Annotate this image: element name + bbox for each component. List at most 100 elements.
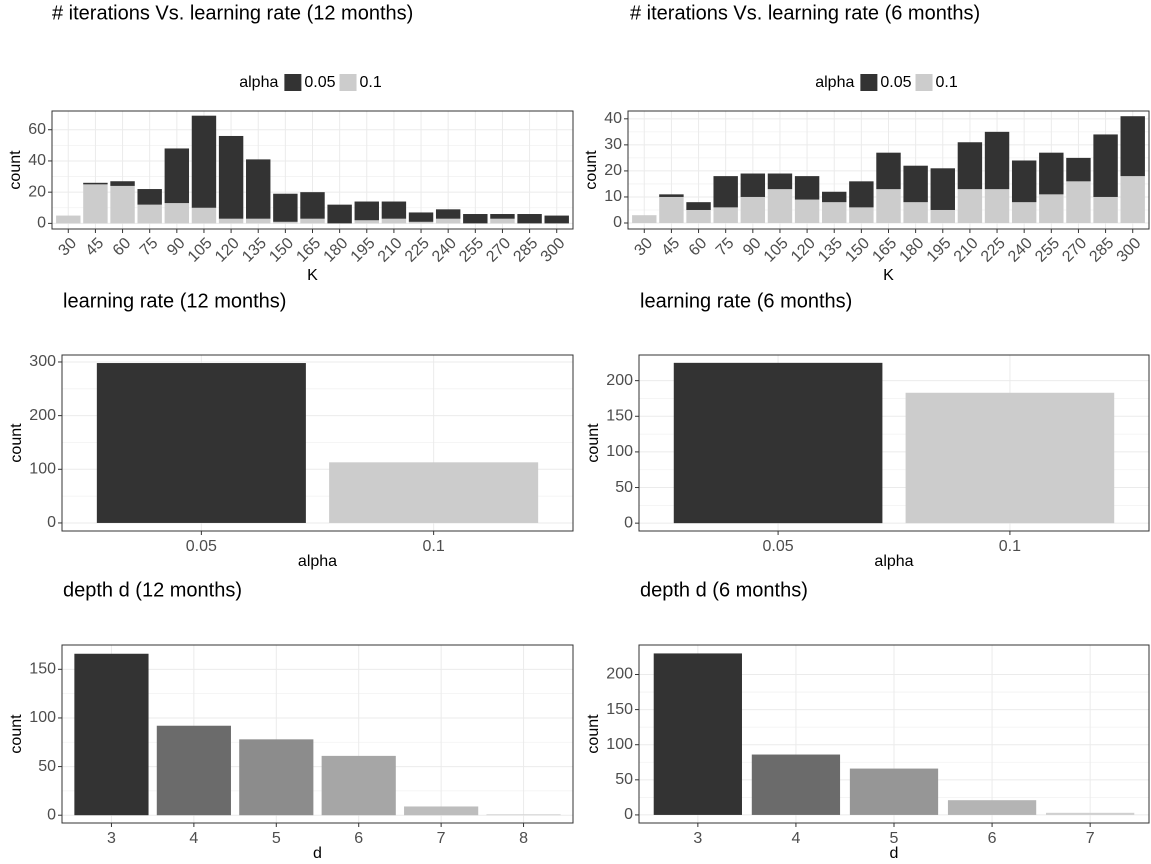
legend-swatch <box>860 74 878 91</box>
bar <box>947 800 1037 815</box>
y-tick-label: 0 <box>613 214 622 231</box>
bar-segment <box>1011 202 1037 224</box>
plot-border <box>61 354 574 532</box>
y-tick-label: 40 <box>28 152 46 169</box>
bar-segment <box>164 203 190 224</box>
x-tick-label: 0.05 <box>763 538 794 555</box>
y-axis-title: count <box>585 714 602 754</box>
bar-segment <box>767 173 793 190</box>
plot-border <box>61 644 574 824</box>
bar-segment <box>686 209 711 224</box>
x-tick-label: 255 <box>1032 235 1063 266</box>
bar-segment <box>984 189 1010 224</box>
y-tick-label: 40 <box>604 110 622 127</box>
bar-segment <box>713 176 738 208</box>
x-tick-label: 120 <box>788 235 819 266</box>
x-tick-label: 135 <box>815 235 846 266</box>
x-tick-label: 30 <box>631 235 656 260</box>
bar-segment <box>1120 116 1145 177</box>
y-tick-label: 300 <box>29 353 56 370</box>
x-tick-label: 45 <box>83 235 108 260</box>
bar-segment <box>354 220 379 224</box>
bar-segment <box>408 212 434 222</box>
plot-border <box>627 110 1150 230</box>
x-tick-label: 0.05 <box>186 538 217 555</box>
bar-segment <box>218 218 244 224</box>
y-axis-title: count <box>585 423 602 463</box>
bar-segment <box>767 189 793 224</box>
bar-segment <box>110 181 135 186</box>
legend-label: 0.05 <box>304 74 335 91</box>
y-axis-title: count <box>8 714 25 754</box>
legend-label: 0.05 <box>880 74 911 91</box>
x-tick-label: 135 <box>239 235 270 266</box>
y-tick-label: 20 <box>28 183 46 200</box>
bar-segment <box>930 209 955 224</box>
x-tick-label: 60 <box>110 235 135 260</box>
x-tick-label: 45 <box>659 235 684 260</box>
x-tick-label: 225 <box>402 235 433 266</box>
chart-title: depth d (12 months) <box>63 579 242 601</box>
bar-segment <box>930 168 955 210</box>
bar-segment <box>137 204 162 224</box>
legend-swatch <box>284 74 302 91</box>
bar-segment <box>381 201 407 219</box>
x-tick-label: 165 <box>293 235 324 266</box>
bar-segment <box>794 176 820 200</box>
bar-segment <box>1011 160 1037 203</box>
legend-title: alpha <box>815 74 854 91</box>
x-axis-title: K <box>883 267 894 284</box>
bar-segment <box>300 218 325 224</box>
bar-segment <box>794 199 820 224</box>
x-tick-label: 150 <box>266 235 297 266</box>
x-tick-label: 0.1 <box>423 538 445 555</box>
x-tick-label: 7 <box>437 830 446 847</box>
bar <box>849 768 939 815</box>
x-tick-label: 3 <box>693 830 702 847</box>
y-tick-label: 30 <box>604 136 622 153</box>
x-tick-label: 285 <box>510 235 541 266</box>
x-tick-label: 105 <box>761 235 792 266</box>
bar-segment <box>659 196 684 224</box>
bar-segment <box>408 221 434 224</box>
y-tick-label: 100 <box>606 736 633 753</box>
y-tick-label: 100 <box>606 443 633 460</box>
bar <box>653 653 742 815</box>
x-tick-label: 75 <box>713 235 738 260</box>
bar <box>673 362 883 524</box>
bar-segment <box>110 185 135 224</box>
x-axis-title: alpha <box>298 553 337 570</box>
bar-segment <box>1093 196 1118 224</box>
bar-segment <box>273 221 298 224</box>
bar-segment <box>246 218 271 224</box>
bar-segment <box>381 218 407 224</box>
x-tick-label: 4 <box>189 830 198 847</box>
x-tick-label: 75 <box>137 235 162 260</box>
bar <box>96 363 306 523</box>
y-tick-label: 200 <box>606 666 633 683</box>
bar-segment <box>490 218 515 224</box>
bar-segment <box>191 207 217 224</box>
bar <box>486 814 561 816</box>
x-tick-label: 5 <box>272 830 281 847</box>
x-axis-title: K <box>307 267 318 284</box>
bar-segment <box>83 182 108 185</box>
y-tick-label: 150 <box>606 701 633 718</box>
y-axis-title: count <box>583 150 600 190</box>
bar-segment <box>1039 194 1064 224</box>
bar-segment <box>300 192 325 219</box>
chart-title: learning rate (6 months) <box>640 290 852 312</box>
bar-segment <box>740 196 766 224</box>
chart-title: # iterations Vs. learning rate (12 month… <box>52 2 413 24</box>
x-axis-title: d <box>313 845 322 862</box>
bar <box>321 755 396 816</box>
x-tick-label: 210 <box>951 235 982 266</box>
bar-segment <box>876 152 901 190</box>
x-tick-label: 240 <box>429 235 460 266</box>
x-tick-label: 3 <box>107 830 116 847</box>
bar-segment <box>1066 181 1091 224</box>
legend: alpha 0.05 0.1 <box>239 74 382 91</box>
x-tick-label: 5 <box>890 830 899 847</box>
x-tick-label: 6 <box>354 830 363 847</box>
